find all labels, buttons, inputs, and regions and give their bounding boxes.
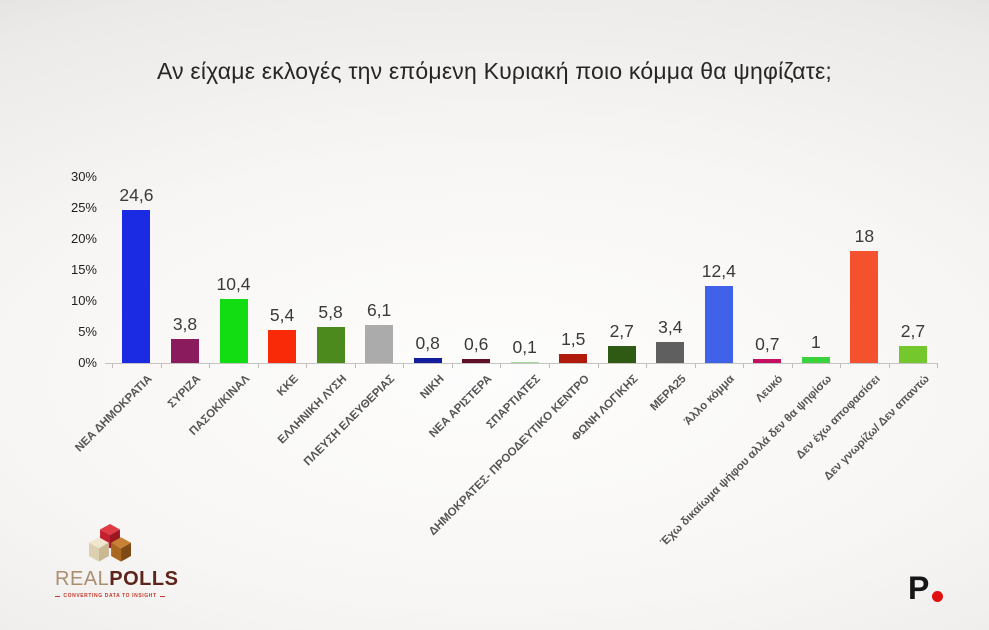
axis-tick <box>306 364 308 368</box>
axis-tick <box>112 364 114 368</box>
bar-value-label: 0,8 <box>415 333 440 354</box>
bar <box>413 358 442 363</box>
bar-value-label: 6,1 <box>366 300 392 321</box>
axis-tick <box>694 364 696 368</box>
axis-tick <box>160 364 162 368</box>
axis-tick <box>209 364 211 368</box>
bar <box>850 251 879 363</box>
realpolls-word-polls: POLLS <box>109 568 179 590</box>
network-logo-red-dot-icon <box>932 591 943 602</box>
y-tick-label: 10% <box>70 293 97 308</box>
network-logo-letter: P <box>908 570 930 606</box>
x-tick-label: ΝΙΚΗ <box>417 373 447 402</box>
realpolls-tagline: CONVERTING DATA TO INSIGHT <box>55 593 165 599</box>
bar-value-label: 2,7 <box>609 321 634 342</box>
realpolls-cube-icon <box>89 524 131 562</box>
bar <box>656 341 685 363</box>
bar <box>365 325 394 363</box>
axis-tick <box>888 364 890 368</box>
axis-tick <box>646 364 648 368</box>
axis-tick <box>257 364 259 368</box>
bar-value-label: 24,6 <box>119 185 154 206</box>
axis-tick <box>548 364 550 368</box>
y-tick-label: 25% <box>70 200 97 215</box>
y-tick-label: 30% <box>70 169 97 184</box>
axis-tick <box>743 364 745 368</box>
bar-value-label: 12,4 <box>701 261 736 282</box>
x-tick-label: ΚΚΕ <box>274 373 301 399</box>
bar-value-label: 0,6 <box>464 334 489 355</box>
x-tick-label: ΝΕΑ ΔΗΜΟΚΡΑΤΙΑ <box>73 373 155 455</box>
x-tick-label: ΜΕΡΑ25 <box>648 373 689 414</box>
x-tick-label: Δεν έχω αποφασίσει <box>794 373 883 462</box>
x-tick-label: Λευκό <box>754 373 786 405</box>
bar-value-label: 10,4 <box>216 273 251 294</box>
bar-value-label: 3,8 <box>172 314 198 335</box>
axis-tick <box>354 364 356 368</box>
bar <box>268 329 297 363</box>
y-tick-label: 15% <box>70 262 97 277</box>
bar <box>316 327 345 363</box>
y-tick-label: 5% <box>78 324 97 339</box>
x-tick-label: ΠΛΕΥΣΗ ΕΛΕΥΘΕΡΙΑΣ <box>302 373 398 469</box>
bar <box>170 339 199 363</box>
x-tick-label: Άλλο κόμμα <box>682 373 738 428</box>
bar <box>462 359 491 363</box>
bar <box>704 286 733 363</box>
network-logo: P <box>908 570 958 614</box>
axis-tick <box>597 364 599 368</box>
x-tick-label: Δεν γνωρίζω/ Δεν απαντώ <box>821 373 932 483</box>
axis-tick <box>500 364 502 368</box>
bar-value-label: 5,4 <box>269 304 295 325</box>
realpolls-wordmark: REALPOLLS <box>55 568 178 591</box>
chart-title: Αν είχαμε εκλογές την επόμενη Κυριακή πο… <box>156 58 833 84</box>
bar <box>559 353 588 363</box>
realpolls-logo: REALPOLLS CONVERTING DATA TO INSIGHT <box>55 524 178 599</box>
bar-value-label: 0,7 <box>755 333 780 354</box>
bar <box>607 346 636 363</box>
bar <box>122 210 151 363</box>
bar <box>219 298 248 363</box>
y-tick-label: 20% <box>70 231 97 246</box>
bar <box>801 356 830 363</box>
axis-tick <box>791 364 793 368</box>
axis-tick <box>451 364 453 368</box>
bar-value-label: 3,4 <box>658 316 683 337</box>
bar-value-label: 2,7 <box>900 321 926 342</box>
y-tick-label: 0% <box>78 355 97 370</box>
axis-tick <box>403 364 405 368</box>
bar-value-label: 18 <box>854 226 875 247</box>
x-axis-line <box>105 363 938 364</box>
bar <box>510 362 539 363</box>
axis-tick <box>840 364 842 368</box>
x-tick-label: ΣΥΡΙΖΑ <box>166 373 204 411</box>
bar-value-label: 5,8 <box>318 302 343 323</box>
bar-value-label: 1,5 <box>561 328 586 349</box>
axis-tick <box>937 364 939 368</box>
bar-value-label: 0,1 <box>512 337 537 358</box>
bar <box>898 346 927 363</box>
x-tick-label: Έχω δικαίωμα ψήφου αλλά δεν θα ψηφίσω <box>658 373 835 549</box>
bar-value-label: 1 <box>811 331 821 352</box>
bar <box>753 358 782 363</box>
realpolls-word-real: REAL <box>55 568 110 590</box>
